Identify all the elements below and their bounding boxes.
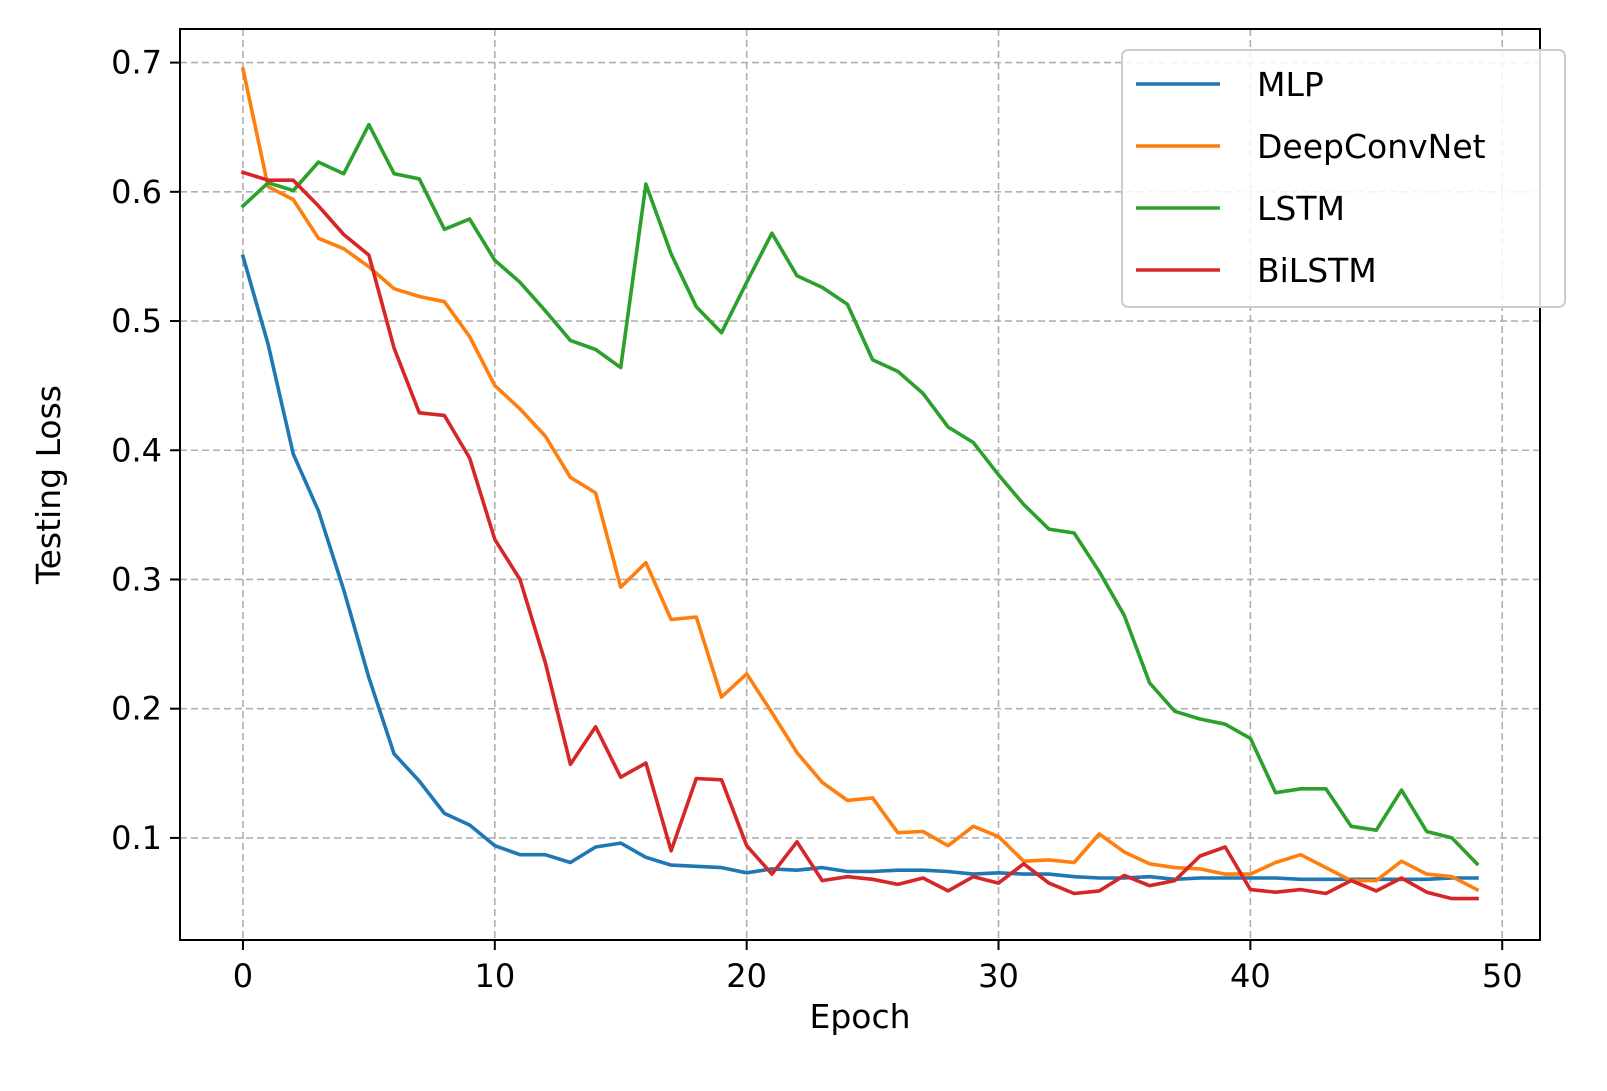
plot-frame [179,28,1541,941]
y-tick-label: 0.4 [111,431,162,469]
x-axis-label: Epoch [809,997,910,1036]
legend-box [1121,49,1566,308]
ticks: 0 10 20 30 40 50 0.1 0.2 0.3 0.4 0.5 0.6 0.7 [111,44,1522,995]
y-tick-label: 0.1 [111,819,162,857]
y-tick-label: 0.5 [111,302,162,340]
y-axis-label: Testing Loss [29,385,68,585]
y-tick-label: 0.6 [111,173,162,211]
x-tick-label: 0 [233,957,253,995]
series-line-lstm [240,122,1480,867]
series-line-bilstm [240,170,1479,901]
series-line-deepconvnet [240,66,1480,893]
legend-label: MLP [1257,65,1324,104]
x-tick-label: 30 [978,957,1019,995]
x-tick-label: 40 [1230,957,1271,995]
y-tick-label: 0.3 [111,560,162,598]
y-tick-label: 0.7 [111,44,162,82]
legend-label: LSTM [1257,189,1345,228]
series-line-mlp [240,254,1479,882]
x-tick-label: 20 [726,957,767,995]
x-tick-label: 10 [474,957,515,995]
legend-label: BiLSTM [1257,251,1377,290]
series-layer [240,66,1480,901]
legend: MLP DeepConvNet LSTM BiLSTM [1121,49,1566,308]
y-tick-label: 0.2 [111,690,162,728]
legend-label: DeepConvNet [1257,127,1486,166]
x-tick-label: 50 [1482,957,1523,995]
